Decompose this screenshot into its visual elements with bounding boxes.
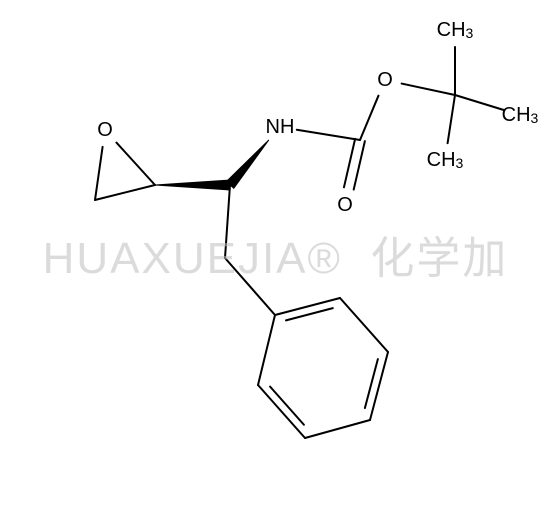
svg-text:CH3: CH3 (427, 149, 464, 171)
svg-text:NH: NH (266, 116, 295, 138)
svg-text:CH3: CH3 (437, 19, 474, 41)
svg-text:CH3: CH3 (502, 104, 539, 126)
svg-text:O: O (337, 194, 353, 216)
svg-text:O: O (97, 119, 113, 141)
svg-text:O: O (377, 69, 393, 91)
molecule-figure: { "figure": { "type": "chemical-structur… (0, 0, 551, 508)
molecule-svg: O NH O O CH3 CH3 CH3 (0, 0, 551, 508)
